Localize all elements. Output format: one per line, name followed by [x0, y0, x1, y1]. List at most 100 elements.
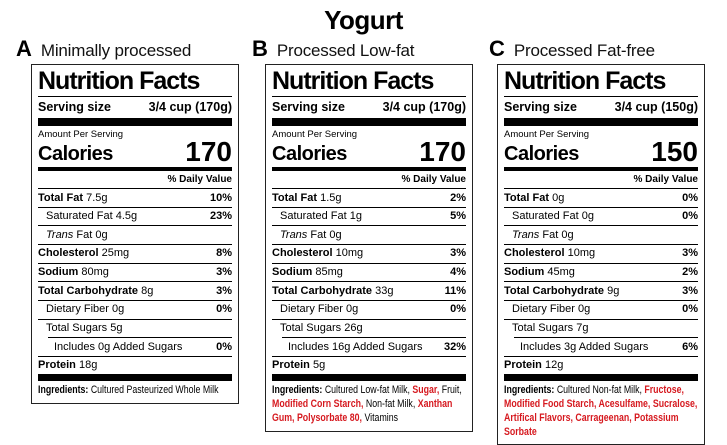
- row-saturated-fat: Saturated Fat 0g 0%: [504, 206, 698, 226]
- calories-value: 150: [651, 136, 698, 168]
- nutrient-amount: 12g: [544, 359, 564, 372]
- nutrient-name: Total Carbohydrate: [38, 284, 139, 297]
- serving-size-label: Serving size: [504, 100, 577, 115]
- row-trans-fat: Trans Fat 0g: [504, 225, 698, 244]
- nutrient-pct: 4%: [450, 266, 466, 279]
- serving-size-value: 3/4 cup (170g): [148, 100, 232, 115]
- nutrient-pct: 32%: [443, 340, 466, 353]
- serving-size-value: 3/4 cup (170g): [382, 100, 466, 115]
- nutrition-label-c: Nutrition Facts Serving size 3/4 cup (15…: [497, 64, 705, 445]
- nutrient-amount: Fat 0g: [76, 228, 108, 241]
- row-protein: Protein 18g: [38, 355, 232, 375]
- ingredient-natural: Fruit,: [441, 384, 462, 397]
- calories-row: Calories 170: [272, 138, 466, 167]
- daily-value-header: % Daily Value: [167, 174, 232, 186]
- ingredient-additive: Artifical Flavors,: [504, 411, 576, 424]
- calories-row: Calories 170: [38, 136, 232, 168]
- nutrient-amount: 33g: [375, 284, 394, 297]
- row-protein: Protein 5g: [272, 355, 466, 375]
- nutrient-name: Protein: [272, 359, 310, 372]
- nutrient-pct: 11%: [444, 284, 466, 297]
- nutrient-pct: 2%: [450, 191, 466, 204]
- ingredients-label: Ingredients:: [38, 384, 89, 397]
- serving-size-label: Serving size: [272, 100, 345, 115]
- divider-thick: [38, 374, 232, 382]
- daily-value-header: % Daily Value: [633, 174, 698, 186]
- panel-heading-a: A Minimally processed: [16, 36, 191, 62]
- nutrient-amount: 0g: [552, 191, 565, 204]
- calories-label: Calories: [272, 143, 347, 166]
- nutrient-amount: Fat 0g: [542, 228, 574, 241]
- row-trans-fat: Trans Fat 0g: [38, 225, 232, 244]
- nutrient-name: Total Fat: [504, 191, 550, 204]
- nutrient-amount: 80mg: [81, 266, 109, 279]
- nutrient-amount: 0g: [578, 303, 591, 316]
- row-added-sugars: Includes 16g Added Sugars 32%: [282, 337, 466, 356]
- divider-thick: [272, 374, 466, 382]
- row-total-carbohydrate: Total Carbohydrate 33g 11%: [272, 281, 466, 300]
- nutrient-name: Total Fat: [38, 191, 84, 204]
- daily-value-header: % Daily Value: [401, 174, 466, 186]
- divider-thick: [272, 118, 466, 127]
- nutrient-name: Includes 16g Added Sugars: [288, 340, 423, 353]
- nutrient-name: Sodium: [504, 266, 545, 279]
- ingredients-label: Ingredients:: [504, 384, 555, 397]
- nutrient-amount: 0g: [112, 303, 125, 316]
- nutrient-name: Total Sugars: [280, 322, 342, 335]
- serving-size-label: Serving size: [38, 100, 111, 115]
- row-sodium: Sodium 80mg 3%: [38, 262, 232, 282]
- nutrient-name: Total Sugars: [512, 322, 574, 335]
- panel-letter-a: A: [16, 36, 32, 61]
- page-title: Yogurt: [324, 5, 403, 35]
- divider-medium: [504, 167, 698, 172]
- divider-thick: [38, 118, 232, 127]
- row-protein: Protein 12g: [504, 355, 698, 375]
- nutrient-pct: 5%: [450, 210, 466, 223]
- row-saturated-fat: Saturated Fat 1g 5%: [272, 206, 466, 226]
- amount-per-serving-label: Amount Per Serving: [504, 129, 590, 141]
- panel-heading-b: B Processed Low-fat: [252, 36, 414, 62]
- row-sodium: Sodium 85mg 4%: [272, 262, 466, 282]
- ingredients-section: Ingredients: Cultured Pasteurized Whole …: [38, 381, 232, 398]
- ingredient-additive: Modified Food Starch,: [504, 398, 599, 411]
- nutrient-name: Total Carbohydrate: [504, 284, 605, 297]
- ingredient-additive: Acesulfame,: [598, 398, 653, 411]
- panel-variant-b: Processed Low-fat: [276, 41, 415, 60]
- ingredient-natural: Cultured Pasteurized Whole Milk: [90, 384, 219, 397]
- nutrient-name: Dietary Fiber: [280, 303, 343, 316]
- nutrient-name: Protein: [38, 359, 76, 372]
- nutrient-amount: 4.5g: [115, 210, 138, 223]
- nutrient-pct: 23%: [209, 210, 232, 223]
- nutrient-amount: Fat 0g: [310, 228, 342, 241]
- nutrient-pct: 10%: [209, 191, 232, 204]
- nutrient-amount: 25mg: [101, 247, 130, 260]
- nutrient-amount: 0g: [346, 303, 359, 316]
- ingredients-section: Ingredients: Cultured Non-fat Milk, Fruc…: [504, 381, 698, 439]
- row-added-sugars: Includes 3g Added Sugars 6%: [514, 337, 698, 356]
- row-total-sugars: Total Sugars 7g: [504, 318, 698, 338]
- row-dietary-fiber: Dietary Fiber 0g 0%: [272, 299, 466, 319]
- nutrient-amount: 1.5g: [320, 191, 342, 204]
- calories-label: Calories: [504, 143, 579, 166]
- row-cholesterol: Cholesterol 25mg 8%: [38, 243, 232, 263]
- row-total-fat: Total Fat 1.5g 2%: [272, 188, 466, 207]
- ingredient-additive: Sucralose,: [652, 398, 698, 411]
- ingredient-additive: Modified Corn Starch,: [272, 398, 366, 411]
- divider-medium: [272, 167, 466, 172]
- row-total-sugars: Total Sugars 5g: [38, 318, 232, 338]
- nutrient-name: Cholesterol: [38, 247, 99, 260]
- serving-size-row: Serving size 3/4 cup (170g): [38, 97, 232, 118]
- nutrient-amount: 8g: [141, 284, 154, 297]
- nutrient-amount: 45mg: [547, 266, 575, 279]
- nutrient-pct: 0%: [682, 210, 698, 223]
- nutrient-amount: 9g: [607, 284, 620, 297]
- nutrient-pct: 0%: [216, 340, 232, 353]
- nutrient-name: Cholesterol: [504, 247, 565, 260]
- amount-per-serving-label: Amount Per Serving: [272, 129, 358, 141]
- row-total-sugars: Total Sugars 26g: [272, 318, 466, 338]
- serving-size-row: Serving size 3/4 cup (150g): [504, 97, 698, 118]
- amount-per-serving-label: Amount Per Serving: [38, 129, 124, 141]
- nutrient-amount: 7.5g: [86, 191, 108, 204]
- calories-value: 170: [185, 136, 232, 168]
- nutrient-name: Cholesterol: [272, 247, 333, 260]
